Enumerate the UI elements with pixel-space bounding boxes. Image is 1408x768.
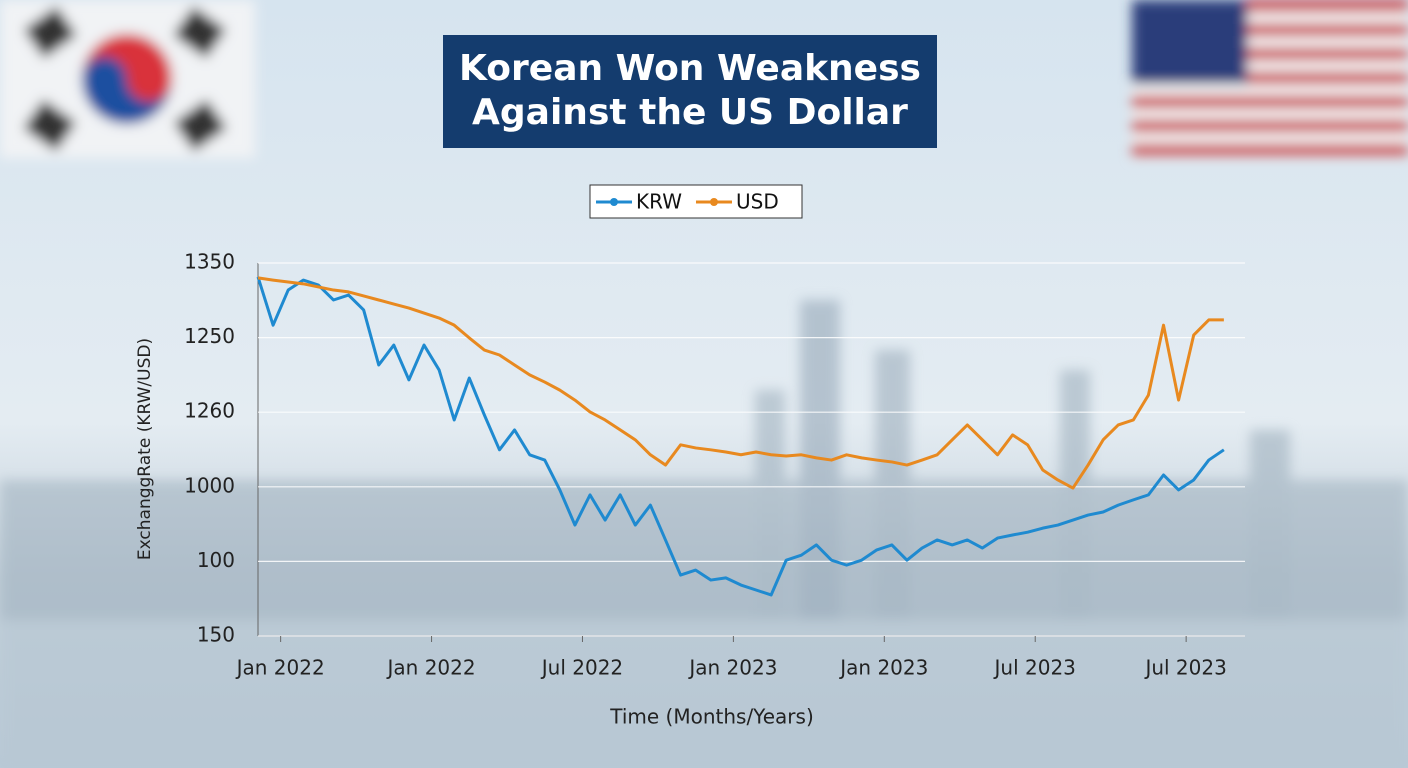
- y-tick-label: 150: [197, 623, 235, 647]
- series-line: [257, 276, 1224, 490]
- x-tick-label: Jul 2022: [540, 656, 623, 680]
- legend-label: USD: [736, 190, 779, 214]
- series-line: [256, 276, 1225, 597]
- korean-flag: [0, 0, 255, 158]
- y-axis-label: ExchanggRate (KRW/USD): [135, 338, 155, 560]
- city-skyline: [0, 300, 1408, 768]
- legend: KRW USD: [596, 190, 779, 214]
- legend-marker: [610, 198, 618, 206]
- us-flag: [1132, 0, 1408, 158]
- x-tick-label: Jan 2022: [235, 656, 325, 680]
- title-box: [443, 35, 937, 148]
- x-tick-label: Jan 2023: [687, 656, 777, 680]
- x-axis-label: Time (Months/Years): [609, 705, 814, 729]
- y-tick-label: 1350: [184, 250, 235, 274]
- x-tick-label: Jul 2023: [1143, 656, 1226, 680]
- x-tick-label: Jan 2023: [838, 656, 928, 680]
- legend-label: KRW: [636, 190, 682, 214]
- legend-marker: [709, 198, 718, 206]
- chart-title: Korean Won Weakness Against the US Dollar: [459, 48, 921, 133]
- y-tick-label: 1250: [184, 324, 235, 348]
- x-tick-label: Jul 2023: [993, 656, 1076, 680]
- x-tick-label: Jan 2022: [386, 656, 476, 680]
- y-tick-label: 100: [197, 548, 235, 572]
- y-tick-label: 1000: [184, 473, 235, 497]
- y-tick-label: 1260: [184, 399, 235, 423]
